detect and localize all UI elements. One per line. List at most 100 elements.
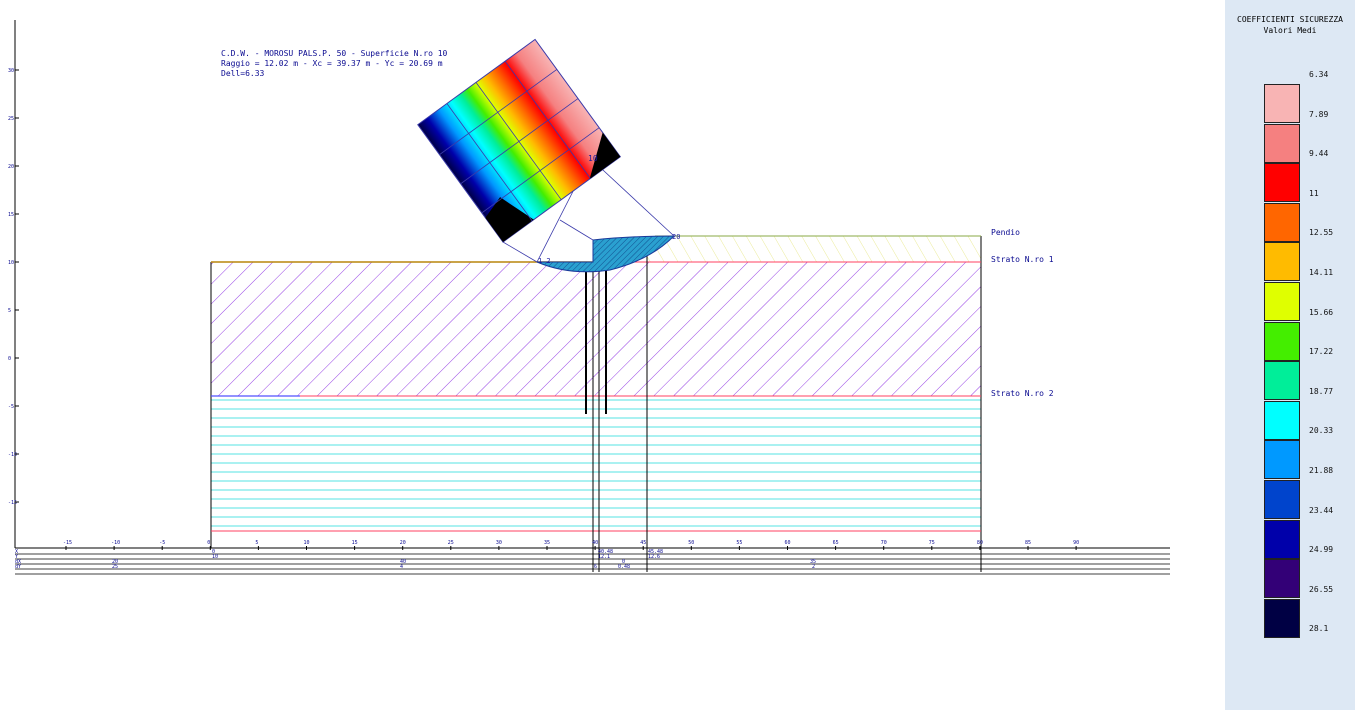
y-tick-label: 10 — [8, 260, 14, 266]
legend-swatch — [1264, 84, 1300, 123]
legend-swatch — [1264, 519, 1300, 559]
data-table — [15, 553, 1170, 575]
legend-value: 23.44 — [1309, 505, 1334, 515]
x-tick-label: 40 — [592, 540, 598, 546]
legend-swatch — [1264, 400, 1300, 440]
legend-panel: COEFFICIENTI SICUREZZA Valori Medi 6.34 7… — [1225, 0, 1355, 710]
legend-swatch — [1264, 202, 1300, 242]
x-tick-label: 0 — [207, 540, 210, 546]
cell-x1: 40.48 — [598, 549, 613, 555]
y-tick-label: 20 — [8, 164, 14, 170]
legend-title: COEFFICIENTI SICUREZZA — [1237, 15, 1343, 24]
legend-value: 18.77 — [1309, 386, 1334, 396]
y-tick-label: -15 — [8, 500, 17, 506]
x-axis-ticks: -15 -10 -5 0 5 10 15 20 25 30 35 40 45 50 55 60 65 70 75 80… — [63, 540, 1079, 550]
x-tick-label: 15 — [352, 540, 358, 546]
pendio-region — [593, 236, 981, 262]
y-tick-label: 5 — [8, 308, 11, 314]
strato-2-label: Strato N.ro 2 — [991, 389, 1054, 398]
x-tick-label: 20 — [400, 540, 406, 546]
strato-1-label: Strato N.ro 1 — [991, 255, 1054, 264]
y-tick-label: 15 — [8, 212, 14, 218]
cell-y2: 12.6 — [648, 554, 660, 560]
x-tick-label: 75 — [929, 540, 935, 546]
x-tick-label: 55 — [736, 540, 742, 546]
cell-dx1: 0 — [622, 559, 625, 565]
cell-dy1: 0.48 — [618, 564, 630, 570]
x-tick-label: 65 — [833, 540, 839, 546]
x-tick-label: 85 — [1025, 540, 1031, 546]
legend-value: 12.55 — [1309, 228, 1334, 238]
x-tick-label: 90 — [1073, 540, 1079, 546]
legend-swatch — [1264, 598, 1300, 638]
x-tick-label: 5 — [255, 540, 258, 546]
pendio-label: Pendio — [991, 228, 1020, 237]
grid-point-label: 10 — [588, 154, 598, 163]
x-tick-label: -10 — [111, 540, 120, 546]
x-tick-label: 45 — [640, 540, 646, 546]
table-labels: X Y dX dY 0 10 40.48 12.1 0 0.48 45.48 1… — [15, 549, 816, 570]
y-tick-label: 30 — [8, 68, 14, 74]
radius-line-2 — [589, 157, 675, 237]
span-2: 40 — [400, 559, 406, 565]
span-7: 2 — [812, 564, 815, 570]
x-tick-label: 80 — [977, 540, 983, 546]
x-tick-label: 35 — [544, 540, 550, 546]
legend-value: 21.88 — [1309, 466, 1334, 475]
cell-x2: 45.48 — [648, 549, 663, 555]
span-4: 25 — [112, 564, 118, 570]
x-tick-label: 25 — [448, 540, 454, 546]
strato-2-region — [211, 396, 981, 531]
row-label-dx: dX — [15, 559, 21, 565]
y-axis-ticks: 30 25 20 15 10 5 0 -5 -10 -15 — [8, 68, 19, 506]
legend-value: 14.11 — [1309, 268, 1334, 277]
legend-subtitle: Valori Medi — [1263, 26, 1317, 35]
legend-value: 9.44 — [1309, 149, 1329, 159]
span-5: 4 — [400, 564, 403, 570]
surface-end-label: 20 — [672, 233, 680, 241]
legend-swatch — [1264, 163, 1300, 203]
row-label-x: X — [15, 549, 18, 555]
legend-value: 17.22 — [1309, 347, 1334, 357]
span-3: 35 — [810, 559, 816, 565]
x-tick-label: 60 — [785, 540, 791, 546]
legend-swatch — [1264, 321, 1300, 361]
row-label-y: Y — [15, 554, 18, 560]
legend-swatch — [1264, 123, 1300, 163]
legend-swatch — [1264, 242, 1300, 282]
sliding-surface — [536, 235, 676, 273]
legend-value: 7.89 — [1309, 109, 1329, 119]
legend-value: 11 — [1309, 188, 1319, 198]
x-tick-label: 70 — [881, 540, 887, 546]
legend-swatch — [1264, 440, 1300, 480]
legend-swatch — [1264, 480, 1300, 519]
cell-y1: 12.1 — [598, 554, 610, 560]
surface-start-label: 1 2 — [538, 257, 551, 265]
x-tick-label: -5 — [159, 540, 165, 546]
header-line-2: Raggio = 12.02 m - Xc = 39.37 m - Yc = 2… — [221, 59, 443, 68]
x-tick-label: -15 — [63, 540, 72, 546]
legend-value: 20.33 — [1309, 426, 1334, 436]
legend-swatch — [1264, 282, 1300, 321]
x-tick-label: 50 — [688, 540, 694, 546]
legend-value: 6.34 — [1309, 70, 1329, 79]
radius-line-3 — [502, 241, 538, 263]
span-6: 6 — [594, 564, 597, 570]
legend-swatch — [1264, 559, 1300, 599]
legend-value: 28.1 — [1309, 624, 1329, 634]
x-tick-label: 30 — [496, 540, 502, 546]
y-tick-label: -5 — [8, 404, 14, 410]
header-line-1: C.D.W. - MOROSU PALS.P. 50 - Superficie … — [221, 49, 448, 58]
legend-value: 24.99 — [1309, 545, 1334, 555]
cell-y0: 10 — [212, 554, 218, 560]
legend-value: 15.66 — [1309, 307, 1334, 317]
legend-swatch — [1264, 361, 1300, 401]
center-search-grid — [417, 38, 622, 243]
row-label-dy: dY — [15, 564, 21, 570]
y-tick-label: -10 — [8, 452, 17, 458]
y-tick-label: 0 — [8, 356, 11, 362]
strato-1-region — [211, 262, 981, 396]
radius-line-4 — [559, 219, 594, 241]
header-line-3: Dell=6.33 — [221, 69, 265, 78]
